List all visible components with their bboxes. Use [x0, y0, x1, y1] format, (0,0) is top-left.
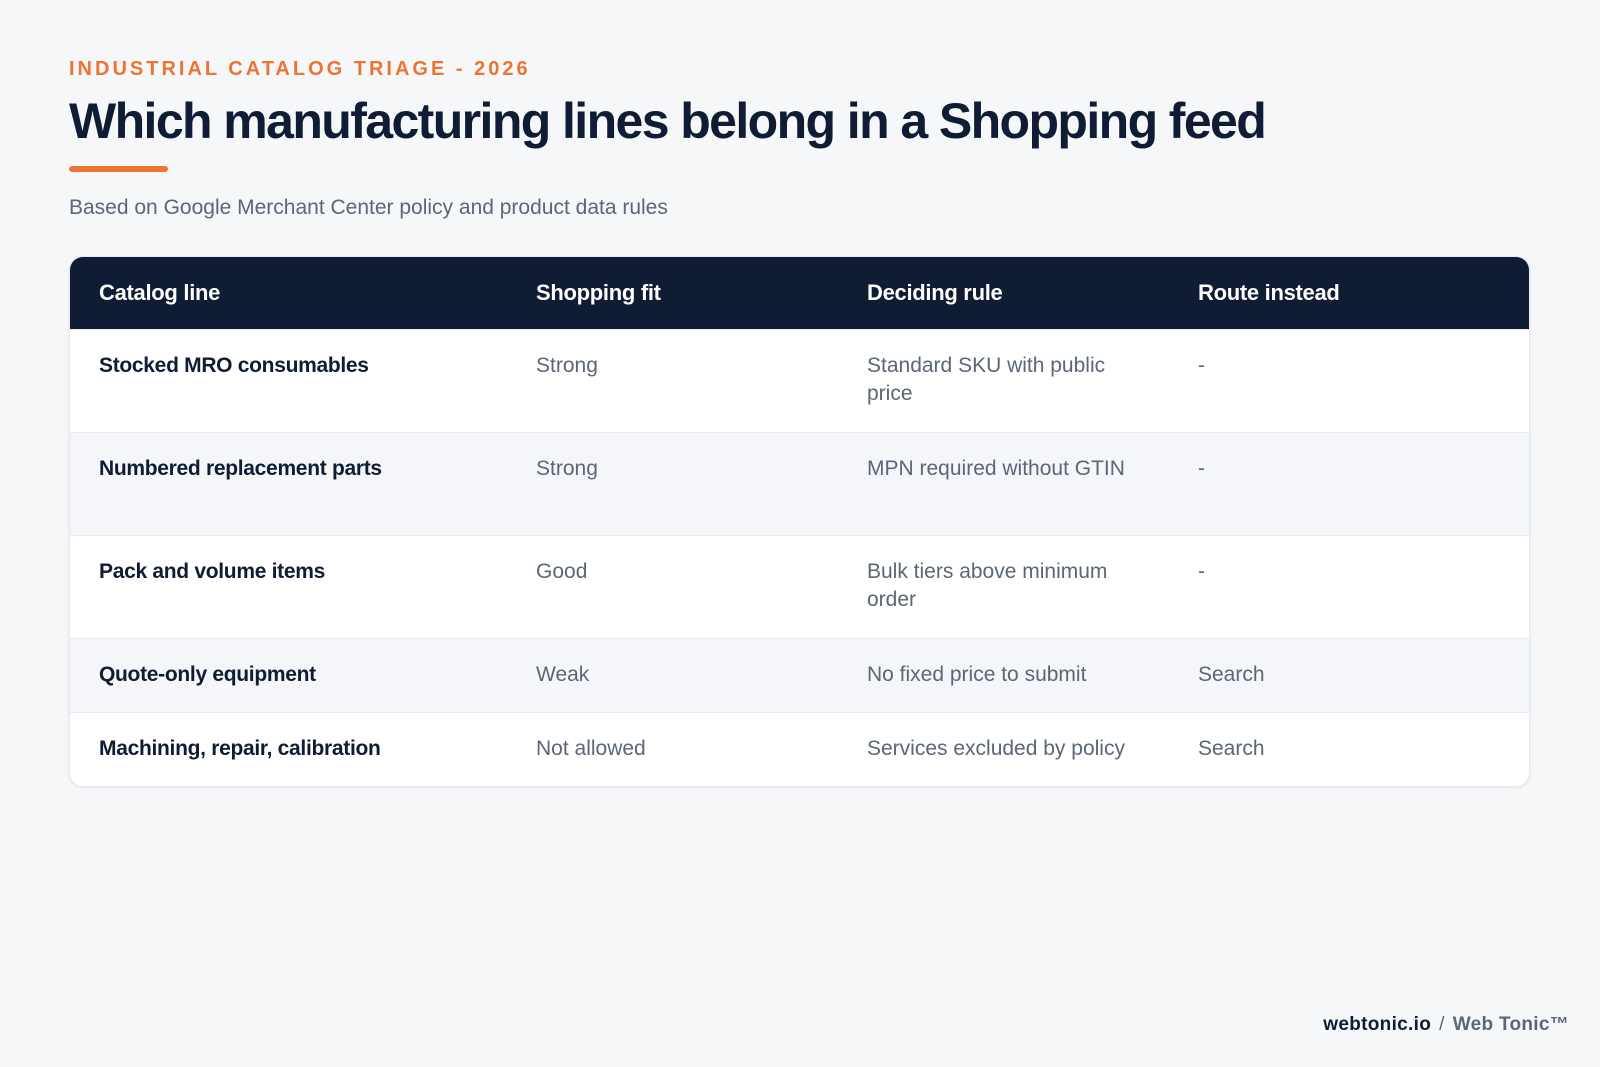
page-subtitle: Based on Google Merchant Center policy a… — [69, 196, 668, 219]
footer-separator: / — [1439, 1014, 1445, 1035]
route-instead-cell: - — [1198, 560, 1205, 583]
deciding-rule-cell: Bulk tiers above minimum order — [867, 560, 1108, 611]
column-header-route-instead: Route instead — [1198, 280, 1340, 305]
route-instead-cell: - — [1198, 457, 1205, 480]
shopping-fit-cell: Weak — [536, 663, 590, 686]
shopping-fit-cell: Not allowed — [536, 737, 646, 760]
table-row: Machining, repair, calibration Not allow… — [70, 712, 1529, 786]
column-header-shopping-fit: Shopping fit — [536, 280, 661, 305]
deciding-rule-cell: No fixed price to submit — [867, 663, 1087, 686]
footer-credit: webtonic.io / Web Tonic™ — [1323, 1014, 1569, 1036]
catalog-line-cell: Stocked MRO consumables — [99, 354, 369, 377]
table-header-row: Catalog line Shopping fit Deciding rule … — [70, 257, 1529, 329]
catalog-line-cell: Machining, repair, calibration — [99, 737, 381, 760]
table-row: Quote-only equipment Weak No fixed price… — [70, 638, 1529, 712]
column-header-catalog-line: Catalog line — [99, 280, 221, 305]
title-underline-accent — [69, 166, 168, 172]
deciding-rule-cell: MPN required without GTIN — [867, 457, 1125, 480]
table-row: Numbered replacement parts Strong MPN re… — [70, 432, 1529, 535]
triage-table: Catalog line Shopping fit Deciding rule … — [69, 256, 1530, 787]
route-instead-cell: Search — [1198, 663, 1265, 686]
catalog-line-cell: Quote-only equipment — [99, 663, 316, 686]
page: INDUSTRIAL CATALOG TRIAGE - 2026 Which m… — [69, 0, 1531, 1067]
shopping-fit-cell: Strong — [536, 457, 598, 480]
table-row: Stocked MRO consumables Strong Standard … — [70, 329, 1529, 432]
eyebrow-label: INDUSTRIAL CATALOG TRIAGE - 2026 — [69, 58, 531, 80]
footer-brand: Web Tonic™ — [1452, 1014, 1569, 1035]
table-row: Pack and volume items Good Bulk tiers ab… — [70, 535, 1529, 638]
catalog-line-cell: Pack and volume items — [99, 560, 325, 583]
column-header-deciding-rule: Deciding rule — [867, 280, 1003, 305]
deciding-rule-cell: Services excluded by policy — [867, 737, 1125, 760]
catalog-line-cell: Numbered replacement parts — [99, 457, 382, 480]
footer-site-link[interactable]: webtonic.io — [1323, 1014, 1432, 1035]
shopping-fit-cell: Good — [536, 560, 588, 583]
shopping-fit-cell: Strong — [536, 354, 598, 377]
route-instead-cell: - — [1198, 354, 1205, 377]
page-title: Which manufacturing lines belong in a Sh… — [69, 93, 1267, 149]
route-instead-cell: Search — [1198, 737, 1265, 760]
deciding-rule-cell: Standard SKU with public price — [867, 354, 1106, 405]
